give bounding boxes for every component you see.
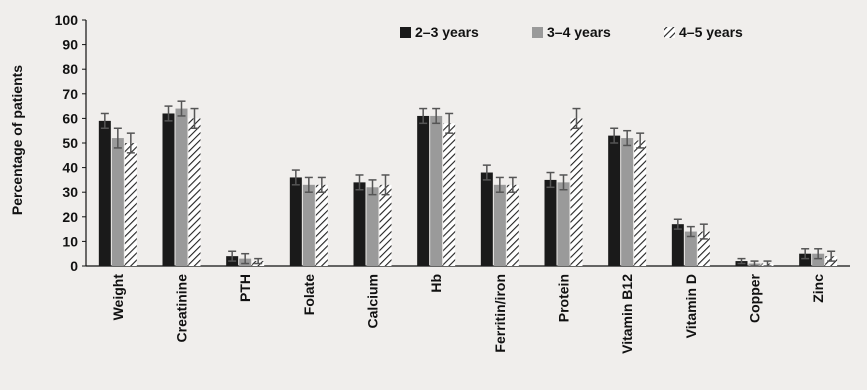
bar-calcium-series-2 bbox=[366, 187, 379, 266]
bar-vitamin-b12-series-3 bbox=[634, 140, 647, 266]
bar-weight-series-2 bbox=[111, 138, 124, 266]
bar-vitamin-d-series-1 bbox=[671, 224, 684, 266]
legend-label-series-2: 3–4 years bbox=[547, 24, 611, 40]
bar-zinc-series-1 bbox=[799, 253, 812, 266]
y-tick-label: 50 bbox=[62, 135, 78, 151]
bar-creatinine-series-3 bbox=[188, 118, 201, 267]
bar-ferritin-iron-series-2 bbox=[493, 184, 506, 266]
y-tick-label: 100 bbox=[55, 12, 79, 28]
label-layer: Weight Creatinine PTH Folate Calcium Hb Ferrit… bbox=[110, 273, 826, 353]
x-tick-label: Protein bbox=[556, 274, 572, 322]
bar-ferritin-iron-series-1 bbox=[480, 172, 493, 266]
bar-folate-series-3 bbox=[315, 184, 328, 266]
bar-folate-series-1 bbox=[289, 177, 302, 266]
bar-vitamin-d-series-2 bbox=[684, 231, 697, 266]
bar-hb-series-1 bbox=[417, 115, 430, 266]
legend-swatch-series-3 bbox=[664, 27, 675, 38]
legend-swatch-series-2 bbox=[532, 27, 543, 38]
bar-vitamin-b12-series-2 bbox=[621, 138, 634, 266]
y-tick-label: 60 bbox=[62, 110, 78, 126]
bar-weight-series-1 bbox=[98, 120, 111, 266]
x-tick-label: Weight bbox=[110, 274, 126, 321]
bar-hb-series-2 bbox=[430, 115, 443, 266]
bar-creatinine-series-1 bbox=[162, 113, 175, 266]
y-tick-label: 40 bbox=[62, 160, 78, 176]
bar-folate-series-2 bbox=[302, 184, 315, 266]
axis-layer: 0 10 20 30 40 50 60 70 80 90 100 bbox=[55, 12, 850, 274]
legend-label-series-1: 2–3 years bbox=[415, 24, 479, 40]
bar-protein-series-3 bbox=[570, 118, 583, 267]
x-tick-label: PTH bbox=[237, 274, 253, 302]
legend-swatch-series-1 bbox=[400, 27, 411, 38]
bar-zinc-series-2 bbox=[812, 253, 825, 266]
y-tick-label: 10 bbox=[62, 233, 78, 249]
bar-calcium-series-3 bbox=[379, 184, 392, 266]
bar-creatinine-series-2 bbox=[175, 108, 188, 266]
bar-hb-series-3 bbox=[443, 123, 456, 266]
bar-protein-series-1 bbox=[544, 179, 557, 266]
y-tick-label: 30 bbox=[62, 184, 78, 200]
legend: 2–3 years 3–4 years 4–5 years bbox=[400, 24, 743, 40]
x-tick-label: Creatinine bbox=[174, 274, 190, 343]
legend-label-series-3: 4–5 years bbox=[679, 24, 743, 40]
y-axis-title: Percentage of patients bbox=[9, 65, 25, 215]
y-tick-label: 90 bbox=[62, 37, 78, 53]
y-tick-label: 80 bbox=[62, 61, 78, 77]
bar-vitamin-d-series-3 bbox=[697, 231, 710, 266]
x-tick-label: Ferritin/iron bbox=[492, 274, 508, 353]
x-tick-label: Hb bbox=[428, 274, 444, 293]
x-tick-label: Copper bbox=[747, 273, 763, 323]
y-tick-label: 20 bbox=[62, 209, 78, 225]
bar-calcium-series-1 bbox=[353, 182, 366, 266]
bar-ferritin-iron-series-3 bbox=[506, 184, 519, 266]
y-tick-label: 70 bbox=[62, 86, 78, 102]
x-tick-label: Folate bbox=[301, 274, 317, 315]
y-tick-label: 0 bbox=[70, 258, 78, 274]
x-tick-label: Vitamin D bbox=[683, 274, 699, 338]
x-tick-label: Calcium bbox=[365, 274, 381, 328]
bar-protein-series-2 bbox=[557, 182, 570, 266]
x-tick-label: Zinc bbox=[810, 274, 826, 303]
bar-weight-series-3 bbox=[124, 143, 137, 266]
x-tick-label: Vitamin B12 bbox=[619, 274, 635, 354]
bar-vitamin-b12-series-1 bbox=[608, 135, 621, 266]
bar-layer bbox=[98, 100, 838, 267]
